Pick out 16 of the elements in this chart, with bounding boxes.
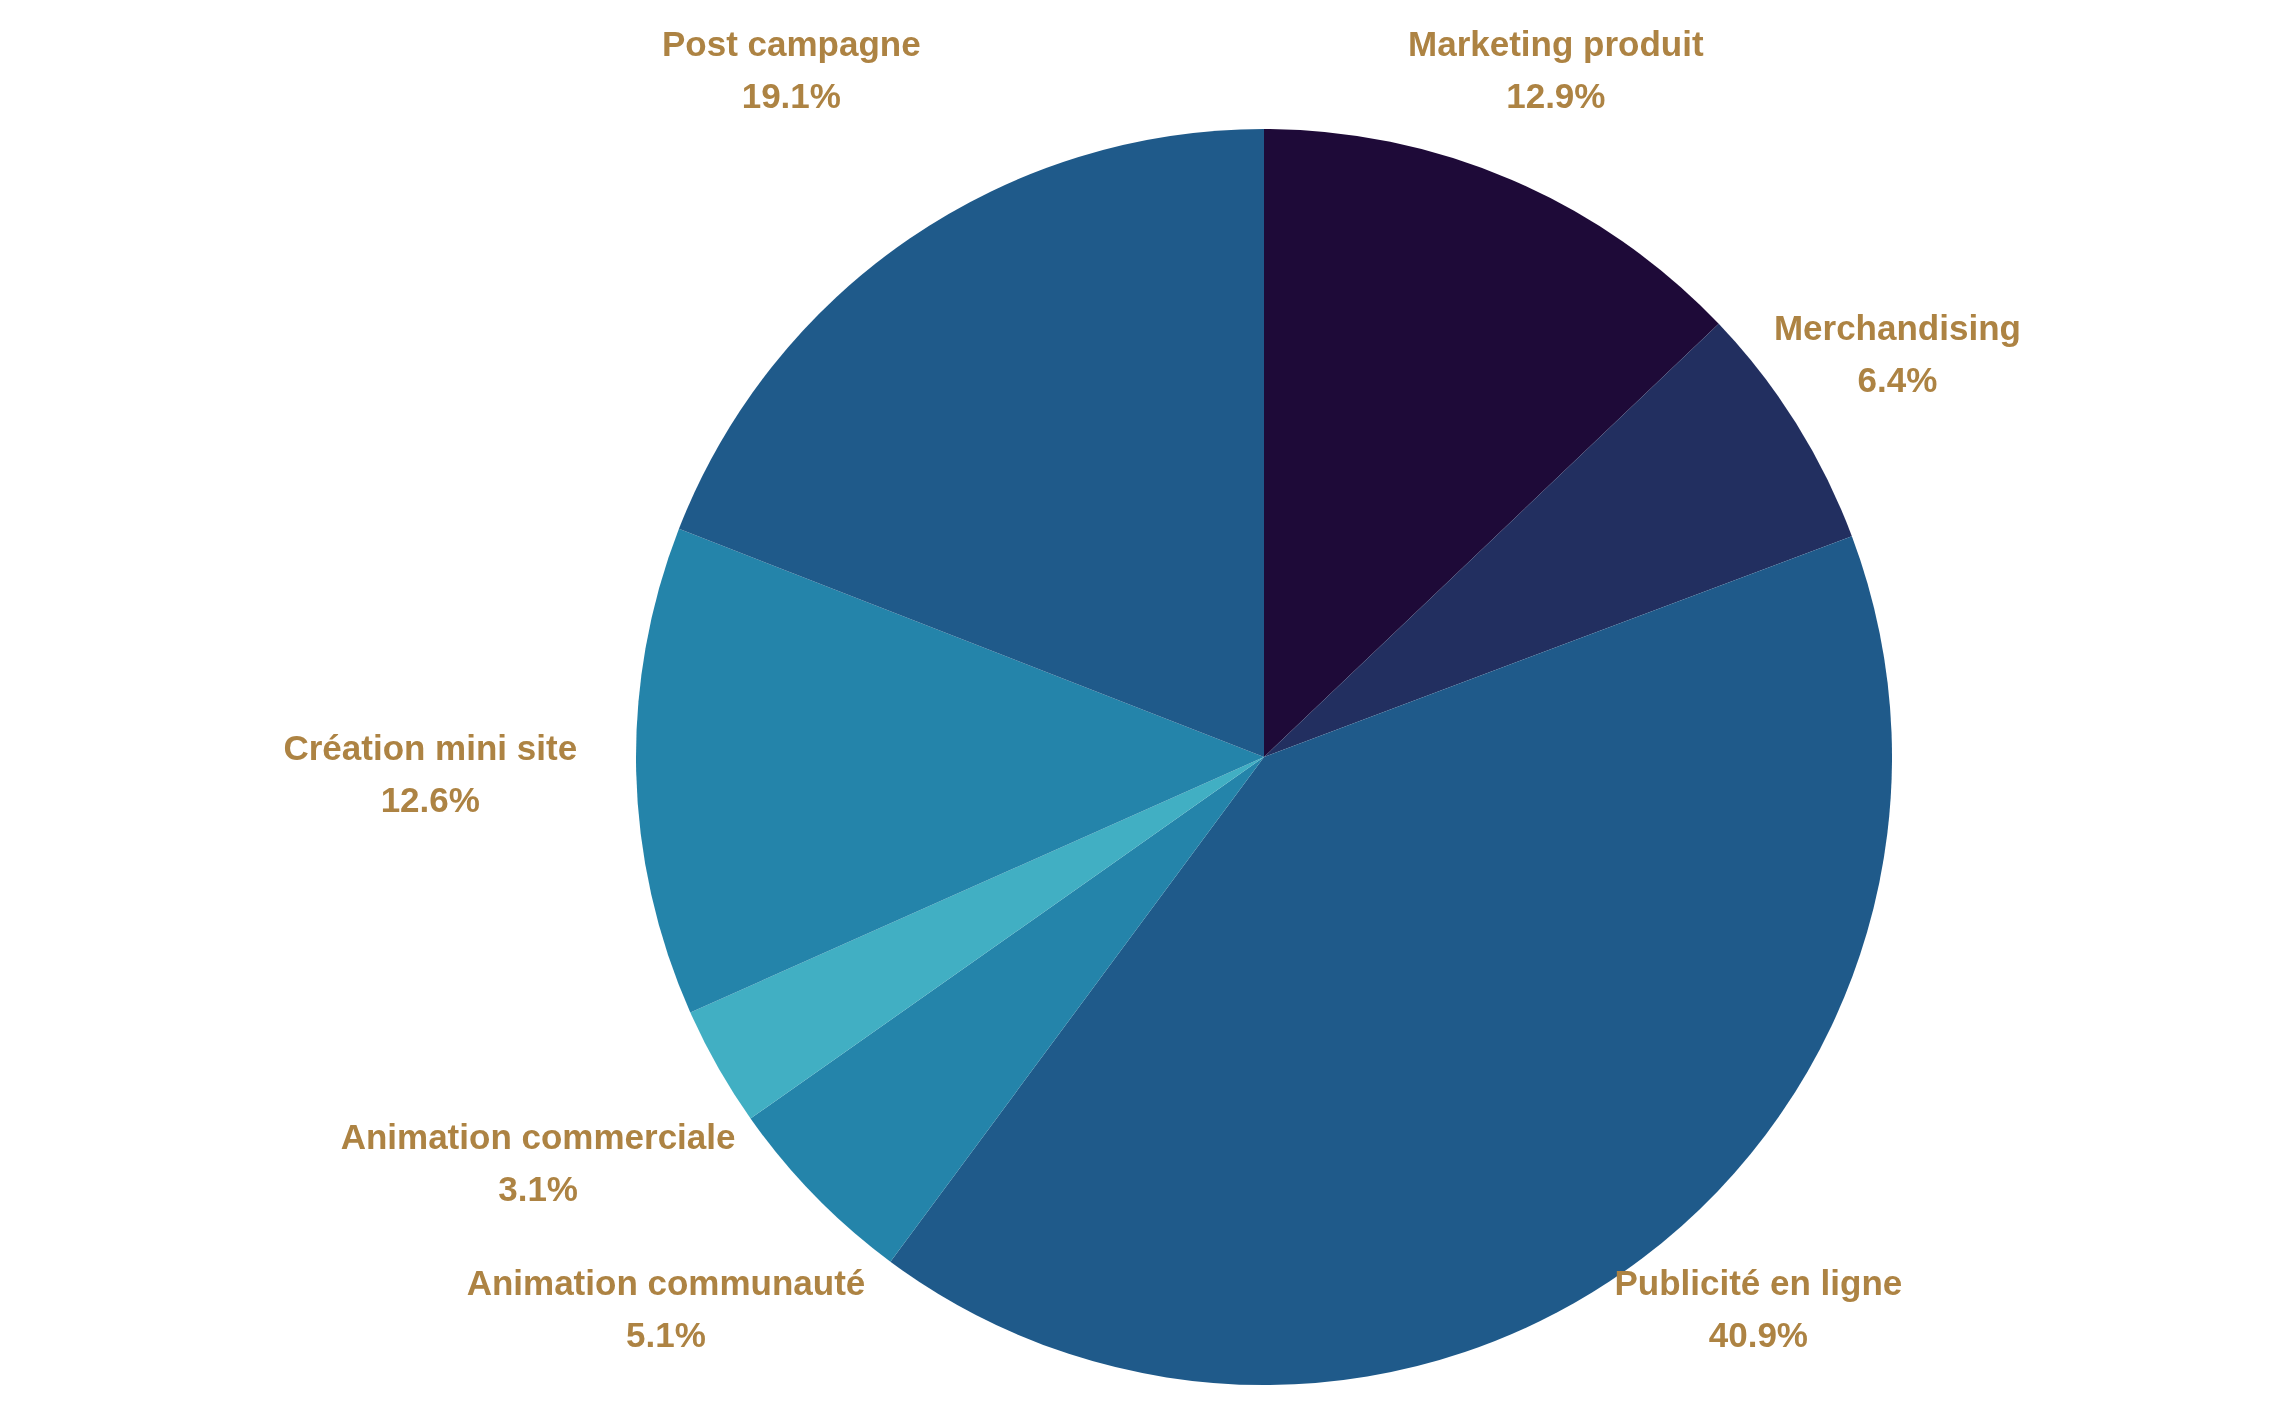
slice-label: Animation commerciale [340,1117,736,1157]
slice-label: Marketing produit [1408,24,1704,63]
slice-label: Merchandising [1773,307,2021,347]
data-label: 6.4% [1857,359,1938,399]
slice-label: Animation communauté [466,1263,866,1302]
data-label: 40.9% [1708,1315,1808,1354]
data-label: 12.9% [1506,76,1606,115]
data-label: 19.1% [741,76,841,115]
data-label: 12.6% [380,779,480,819]
slice-label: Publicité en ligne [1614,1263,1903,1302]
data-label: 5.1% [626,1315,706,1354]
pie-slice [690,757,1264,1119]
data-label: 3.1% [498,1169,578,1209]
slice-label: Création mini site [283,727,578,767]
pie-slice [1264,129,1719,757]
slice-label: Post campagne [661,24,921,63]
